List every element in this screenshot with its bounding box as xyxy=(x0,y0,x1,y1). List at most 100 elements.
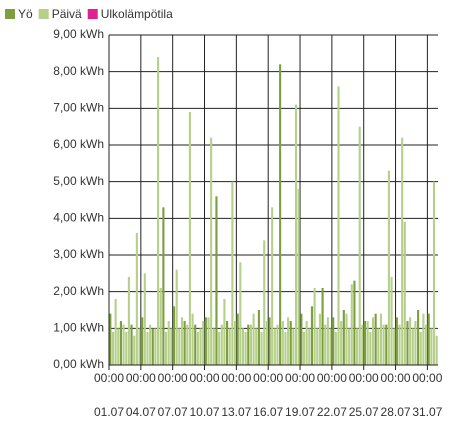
bar xyxy=(289,321,292,365)
bar xyxy=(154,328,157,365)
x-tick-time: 00:00 xyxy=(221,371,251,385)
bar xyxy=(212,328,215,365)
x-tick-time: 00:00 xyxy=(94,371,124,385)
bar xyxy=(401,137,404,365)
bar xyxy=(138,328,141,365)
bar xyxy=(321,288,324,365)
bar xyxy=(390,277,393,365)
bar xyxy=(111,332,115,365)
bar xyxy=(310,306,314,365)
x-tick-label: 04.07 xyxy=(126,405,156,419)
bar xyxy=(207,317,210,365)
bar xyxy=(122,324,125,365)
bar xyxy=(178,328,181,365)
bar xyxy=(340,321,343,365)
bar xyxy=(393,328,396,365)
bar xyxy=(287,317,290,365)
bar xyxy=(141,317,144,365)
bar xyxy=(382,324,385,365)
bar xyxy=(366,321,369,365)
bar xyxy=(239,262,242,365)
bar xyxy=(297,189,300,365)
bar xyxy=(241,328,245,365)
bar xyxy=(329,328,332,365)
bar xyxy=(292,328,295,365)
bar xyxy=(226,321,229,365)
bar xyxy=(157,57,160,365)
bar xyxy=(268,317,271,365)
bar xyxy=(417,310,420,365)
bar xyxy=(414,321,417,365)
bar xyxy=(422,313,425,365)
x-tick-label: 13.07 xyxy=(221,405,251,419)
bar xyxy=(159,288,162,365)
bar xyxy=(411,328,414,365)
bar xyxy=(236,313,239,365)
bar xyxy=(260,332,263,365)
bar xyxy=(305,321,308,365)
bar xyxy=(233,321,237,365)
y-tick-label: 4,00 kWh xyxy=(53,211,104,225)
bar xyxy=(430,328,433,365)
bar xyxy=(395,317,398,365)
bar xyxy=(194,324,197,365)
x-tick-time: 00:00 xyxy=(190,371,220,385)
x-tick-time: 00:00 xyxy=(253,371,283,385)
legend-label: Ulkolämpötila xyxy=(101,7,173,21)
bar xyxy=(117,328,120,365)
bar xyxy=(342,310,345,365)
bar xyxy=(358,126,361,366)
x-tick-time: 00:00 xyxy=(412,371,442,385)
bar xyxy=(188,112,191,365)
bar xyxy=(202,321,205,365)
bar xyxy=(385,324,388,365)
bar xyxy=(294,104,298,366)
bar xyxy=(223,299,226,365)
bar xyxy=(135,233,138,365)
bar xyxy=(228,328,231,365)
bar xyxy=(231,181,234,365)
bar xyxy=(316,328,319,365)
bar xyxy=(196,332,199,365)
bar xyxy=(130,324,133,365)
legend-swatch xyxy=(38,9,49,19)
bar xyxy=(369,332,372,365)
x-tick-time: 00:00 xyxy=(317,371,347,385)
x-tick-label: 31.07 xyxy=(412,405,442,419)
bar xyxy=(218,332,221,365)
bar xyxy=(125,332,128,365)
bar xyxy=(409,317,412,365)
bar xyxy=(379,313,383,365)
x-tick-label: 07.07 xyxy=(158,405,188,419)
x-tick-time: 00:00 xyxy=(285,371,315,385)
bar xyxy=(265,321,268,365)
bar xyxy=(281,321,284,365)
y-tick-label: 1,00 kWh xyxy=(53,321,104,335)
bar xyxy=(186,324,189,365)
bar xyxy=(332,317,335,365)
bar xyxy=(109,313,112,365)
bar xyxy=(284,332,287,365)
bar xyxy=(276,324,279,365)
bar xyxy=(337,86,340,365)
bar xyxy=(374,313,377,365)
y-tick-label: 0,00 kWh xyxy=(53,357,104,371)
bar xyxy=(308,328,311,365)
y-tick-label: 6,00 kWh xyxy=(53,137,104,151)
x-tick-time: 00:00 xyxy=(349,371,379,385)
bar xyxy=(257,310,260,365)
bar xyxy=(146,332,149,365)
bar xyxy=(313,288,316,365)
bar xyxy=(255,328,258,365)
bar xyxy=(127,277,130,365)
bar xyxy=(387,170,390,365)
x-tick-label: 01.07 xyxy=(94,405,124,419)
bar xyxy=(435,335,438,365)
bar xyxy=(398,324,401,365)
y-tick-label: 3,00 kWh xyxy=(53,247,104,261)
legend-label: Yö xyxy=(18,7,33,21)
bar xyxy=(167,321,170,365)
x-tick-label: 16.07 xyxy=(253,405,283,419)
bar xyxy=(252,313,255,365)
